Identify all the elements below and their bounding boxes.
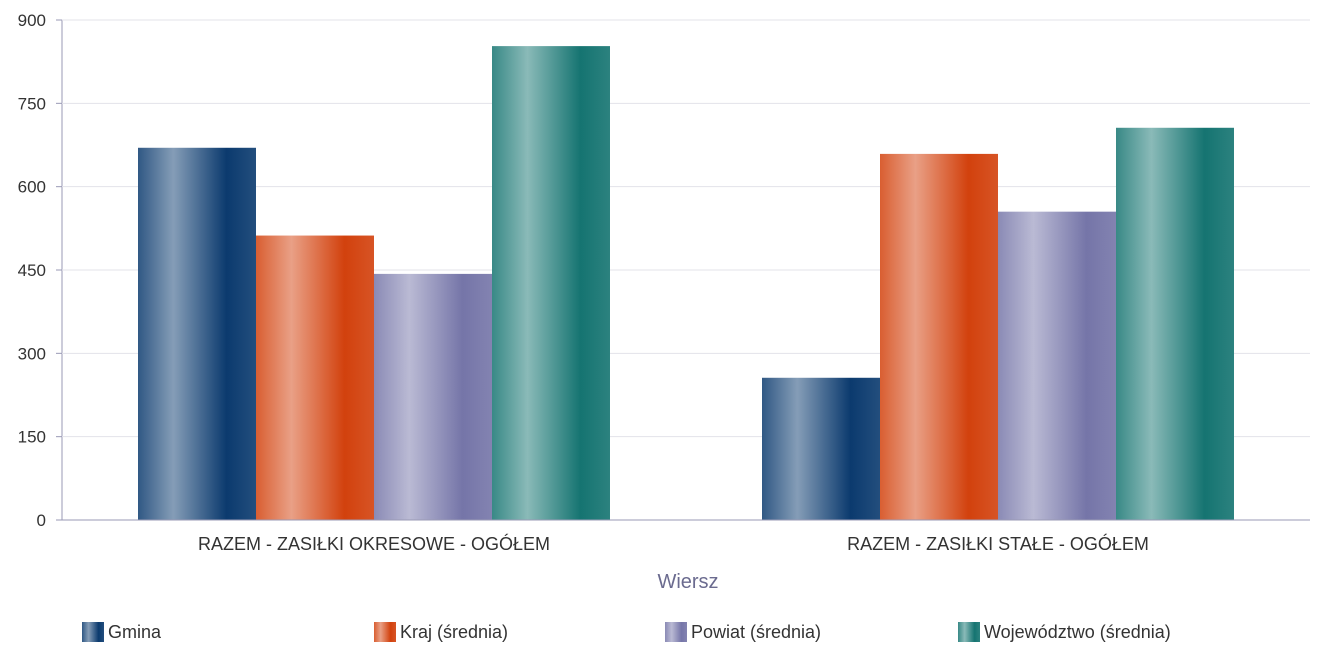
legend-label: Województwo (średnia) bbox=[984, 622, 1171, 642]
y-tick-label: 300 bbox=[18, 344, 46, 363]
y-tick-label: 900 bbox=[18, 11, 46, 30]
y-tick-label: 750 bbox=[18, 94, 46, 113]
legend-swatch bbox=[958, 622, 980, 642]
x-category-label: RAZEM - ZASIŁKI STAŁE - OGÓŁEM bbox=[847, 533, 1149, 554]
x-axis-categories: RAZEM - ZASIŁKI OKRESOWE - OGÓŁEM RAZEM -… bbox=[198, 533, 1149, 554]
x-axis-title: Wiersz bbox=[657, 571, 718, 593]
y-tick-label: 600 bbox=[18, 178, 46, 197]
legend-label: Gmina bbox=[108, 622, 162, 642]
bar bbox=[762, 377, 880, 520]
bar bbox=[1116, 127, 1234, 521]
y-tick-label: 150 bbox=[18, 428, 46, 447]
legend: Gmina Kraj (średnia) Powiat (średnia) Wojew… bbox=[82, 622, 1171, 642]
bar bbox=[880, 153, 998, 520]
legend-swatch bbox=[82, 622, 104, 642]
x-category-label: RAZEM - ZASIŁKI OKRESOWE - OGÓŁEM bbox=[198, 533, 550, 554]
y-tick-label: 450 bbox=[18, 261, 46, 280]
y-axis-ticks: 0 150 300 450 600 750 900 bbox=[18, 11, 46, 530]
legend-swatch bbox=[374, 622, 396, 642]
y-tick-label: 0 bbox=[37, 511, 46, 530]
legend-label: Kraj (średnia) bbox=[400, 622, 508, 642]
bar bbox=[374, 273, 492, 520]
bar bbox=[138, 147, 256, 520]
bars bbox=[138, 46, 1234, 521]
bar bbox=[998, 211, 1116, 520]
bar bbox=[492, 46, 610, 520]
legend-swatch bbox=[665, 622, 687, 642]
bar bbox=[256, 235, 374, 521]
legend-label: Powiat (średnia) bbox=[691, 622, 821, 642]
